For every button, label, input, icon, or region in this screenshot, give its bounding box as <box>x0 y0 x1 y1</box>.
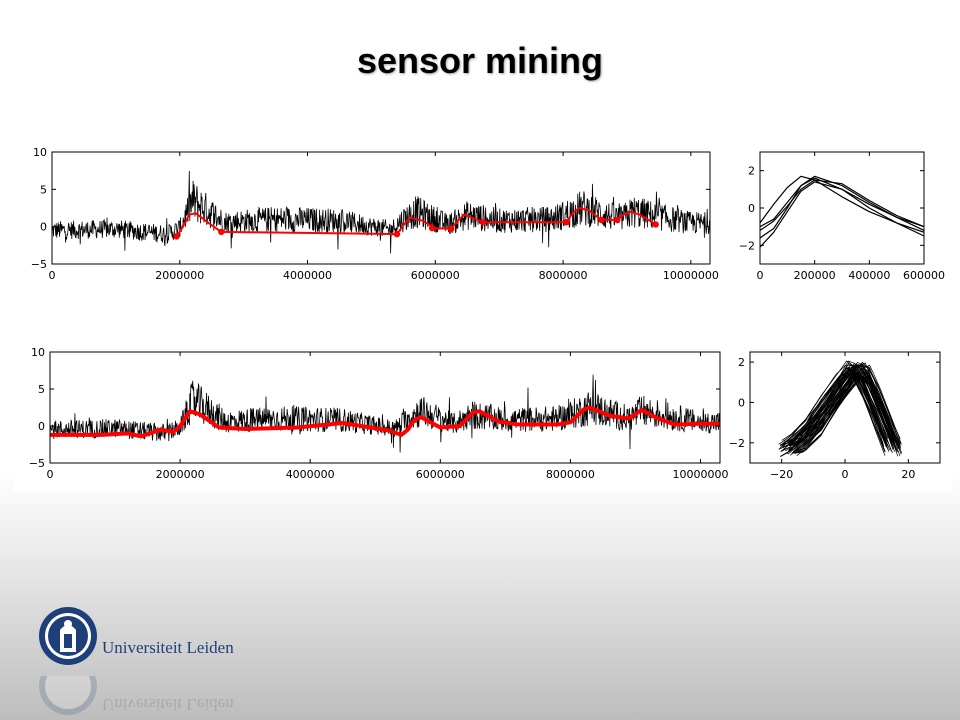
x-tick-label: 20 <box>901 468 915 481</box>
chart-bottom-left: 0 2000000 4000000 6000000 8000000 10000000−50… <box>29 346 729 481</box>
motif-bundle-line <box>781 367 887 448</box>
x-tick-label: 2000000 <box>155 269 204 282</box>
motif-marker <box>428 224 436 232</box>
motif-bundle-line <box>795 366 901 445</box>
motif-marker <box>614 216 621 224</box>
logo-wordmark: Universiteit Leiden <box>102 638 234 657</box>
y-tick-label: −5 <box>29 457 45 470</box>
y-tick-label: 2 <box>748 165 755 178</box>
x-tick-label: 8000000 <box>546 468 595 481</box>
chart-top-left: 0 2000000 4000000 6000000 8000000 10000000−50… <box>31 146 719 282</box>
motif-bundle-line <box>794 375 900 455</box>
y-tick-label: 10 <box>31 346 45 359</box>
plot-frame <box>49 351 721 464</box>
plot-area-top-right <box>760 175 924 248</box>
figure-panel: 0 2000000 4000000 6000000 8000000 10000000 −5 0… <box>14 138 952 492</box>
motif-marker <box>598 216 605 224</box>
y-tick-label: 5 <box>38 383 45 396</box>
x-tick-label: 10000000 <box>663 269 719 282</box>
x-tick-label: 0 <box>842 468 849 481</box>
y-tick-label: −5 <box>31 258 47 271</box>
motif-bundle-line <box>781 360 887 444</box>
motif-marker <box>563 218 570 226</box>
x-tick-label: 8000000 <box>539 269 588 282</box>
x-tick-label: 4000000 <box>286 468 335 481</box>
plot-frame <box>759 151 925 265</box>
x-tick-label: 10000000 <box>672 468 728 481</box>
x-tick-label: 200000 <box>794 269 836 282</box>
x-tick-label: 600000 <box>903 269 945 282</box>
x-tick-label: 0 <box>757 269 764 282</box>
motif-bundle-line <box>778 369 884 450</box>
motif-marker <box>480 218 487 226</box>
x-tick-label: 0 <box>47 468 54 481</box>
plot-frame <box>51 151 711 265</box>
chart-figure: 0 2000000 4000000 6000000 8000000 10000000−50… <box>29 146 945 481</box>
motif-marker <box>393 230 401 238</box>
y-tick-label: 0 <box>738 396 745 409</box>
motif-marker <box>652 221 659 228</box>
x-tick-label: 400000 <box>848 269 890 282</box>
motif-bundle-line <box>789 372 895 451</box>
motif-bundle-line <box>791 373 897 454</box>
y-tick-label: 0 <box>40 221 47 234</box>
motif-bundle-line <box>795 376 901 457</box>
university-seal-reflection-icon <box>39 676 97 715</box>
x-tick-label: 6000000 <box>416 468 465 481</box>
motif-marker <box>448 225 455 233</box>
motif-bundle-line <box>788 366 894 447</box>
y-tick-label: −2 <box>739 239 755 252</box>
chart-bottom-right: −20 0 20−202 <box>729 351 941 481</box>
x-tick-label: −20 <box>770 468 793 481</box>
x-tick-label: 0 <box>49 269 56 282</box>
motif-bundle-line <box>788 373 894 452</box>
chart-top-right: 0 200000 400000 600000 −2 0 2 <box>739 151 945 282</box>
series-line <box>50 405 720 439</box>
y-tick-label: 10 <box>33 146 47 159</box>
logo-reflection: Universiteit Leiden <box>36 676 276 720</box>
motif-marker <box>218 228 225 236</box>
series-line <box>760 175 924 239</box>
x-tick-label: 2000000 <box>156 468 205 481</box>
x-tick-label: 6000000 <box>411 269 460 282</box>
y-tick-label: 0 <box>748 202 755 215</box>
motif-marker <box>173 233 180 240</box>
signal-series-line <box>52 170 710 254</box>
motif-bundle-line <box>790 365 896 447</box>
series-line <box>760 181 924 248</box>
plot-area-top-left <box>52 170 710 254</box>
plot-area-bottom-right <box>778 360 903 458</box>
slide-title: sensor mining <box>356 40 604 81</box>
plot-area-bottom-left <box>50 374 720 453</box>
x-tick-label: 4000000 <box>283 269 332 282</box>
university-seal-icon <box>39 607 97 665</box>
y-tick-label: 5 <box>40 183 47 196</box>
y-tick-label: 0 <box>38 420 45 433</box>
signal-series-line <box>50 374 720 453</box>
logo-wordmark-reflection: Universiteit Leiden <box>102 695 234 714</box>
university-logo: Universiteit Leiden <box>36 602 276 712</box>
motif-bundle-line <box>780 367 886 449</box>
series-line <box>760 179 924 231</box>
y-tick-label: 2 <box>738 356 745 369</box>
y-tick-label: −2 <box>729 437 745 450</box>
